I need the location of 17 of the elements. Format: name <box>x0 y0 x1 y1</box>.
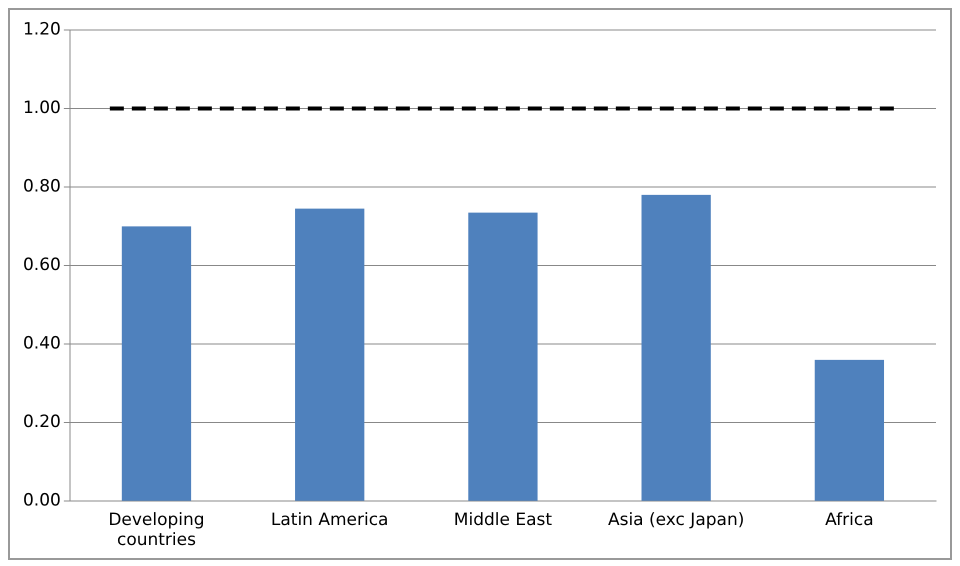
y-tick-label: 0.40 <box>22 334 61 354</box>
y-tick-label: 0.80 <box>22 176 61 196</box>
y-tick-label: 1.20 <box>22 19 61 40</box>
bar <box>468 212 538 501</box>
y-tick-label: 1.00 <box>22 98 61 118</box>
x-tick-label: Middle East <box>454 510 552 530</box>
bar <box>642 194 711 501</box>
bar <box>122 226 192 501</box>
y-tick-label: 0.20 <box>22 412 61 432</box>
bar <box>295 208 364 501</box>
x-tick-label: Africa <box>825 510 874 530</box>
y-tick-label: 0.60 <box>22 255 61 276</box>
x-tick-label: Latin America <box>270 510 388 530</box>
bar <box>814 360 884 501</box>
x-tick-label: Asia (exc Japan) <box>608 510 744 530</box>
x-tick-label: Developing countries <box>108 510 205 550</box>
y-tick-label: 0.00 <box>22 490 61 511</box>
